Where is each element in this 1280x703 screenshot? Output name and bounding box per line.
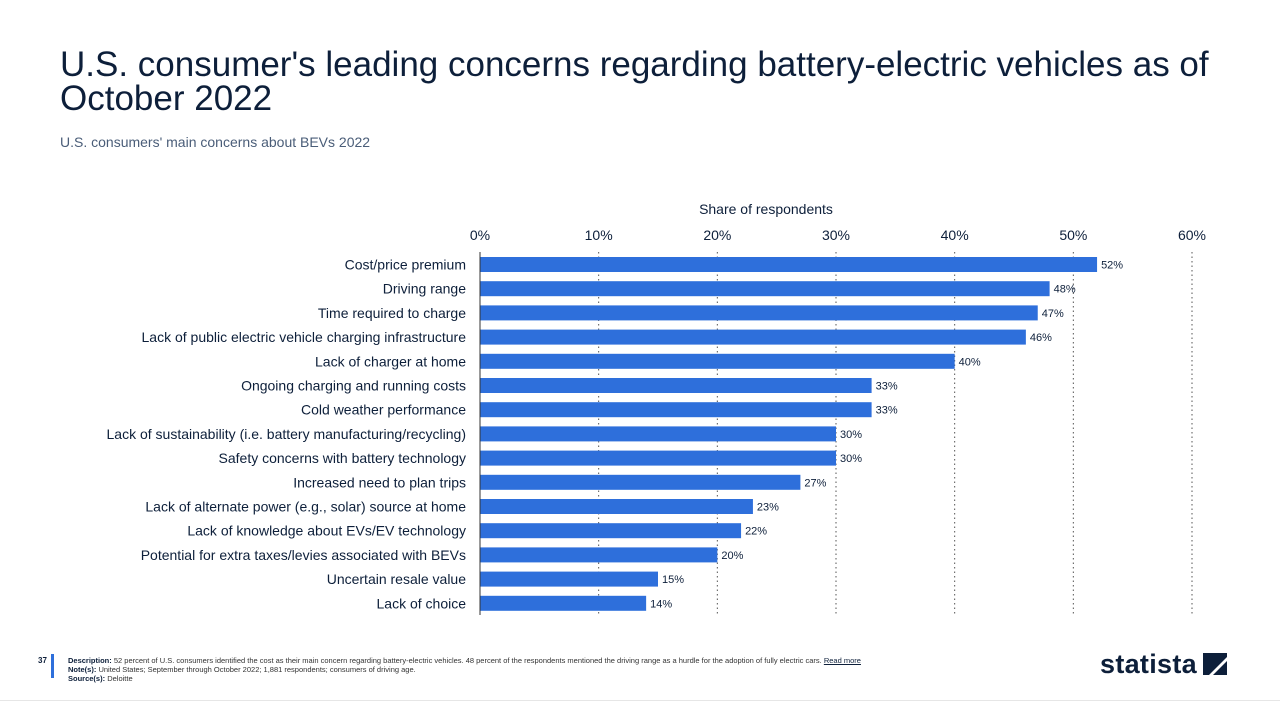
x-tick-label: 10% <box>585 227 613 243</box>
value-label: 22% <box>745 526 767 538</box>
value-label: 48% <box>1054 284 1076 296</box>
x-tick-label: 20% <box>703 227 731 243</box>
value-label: 27% <box>804 477 826 489</box>
source-label: Source(s): <box>68 674 106 683</box>
bar <box>480 402 872 418</box>
category-label: Lack of charger at home <box>315 353 466 369</box>
source-text: Deloitte <box>107 674 133 683</box>
description-label: Description: <box>68 656 112 665</box>
value-label: 15% <box>662 574 684 586</box>
footer-accent-bar <box>51 654 54 678</box>
category-label: Driving range <box>383 281 466 297</box>
value-label: 46% <box>1030 332 1052 344</box>
bar-chart: Share of respondents 0% 10% 20% 30% 40% 50% 60%… <box>107 201 1206 615</box>
page-number: 37 <box>38 656 47 665</box>
category-label: Potential for extra taxes/levies associa… <box>141 547 466 563</box>
value-label: 30% <box>840 429 862 441</box>
value-label: 52% <box>1101 260 1123 272</box>
bar <box>480 499 753 514</box>
value-label: 30% <box>840 453 862 465</box>
chart-title: U.S. consumer's leading concerns regardi… <box>60 45 1209 118</box>
value-label: 20% <box>721 550 743 562</box>
read-more-link[interactable]: Read more <box>823 656 861 665</box>
x-tick-label: 40% <box>941 227 969 243</box>
category-label: Lack of alternate power (e.g., solar) so… <box>145 499 466 515</box>
x-tick-label: 50% <box>1059 227 1087 243</box>
bar <box>480 329 1026 345</box>
bar <box>480 378 872 393</box>
category-label: Safety concerns with battery technology <box>219 450 466 466</box>
bar <box>480 571 658 587</box>
bar <box>480 281 1050 297</box>
notes-label: Note(s): <box>68 665 97 674</box>
footer-notes: Description: 52 percent of U.S. consumer… <box>68 656 1028 683</box>
logo-text: statista <box>1100 648 1197 679</box>
category-label: Increased need to plan trips <box>293 474 466 490</box>
bar <box>480 547 718 563</box>
statista-logo-icon <box>1202 653 1227 675</box>
description-text: 52 percent of U.S. consumers identified … <box>113 656 822 665</box>
bar <box>480 426 836 442</box>
value-label: 33% <box>876 405 898 417</box>
x-axis-title: Share of respondents <box>699 201 833 217</box>
bar <box>480 305 1038 321</box>
category-label: Cost/price premium <box>345 257 466 273</box>
value-label: 40% <box>959 356 981 368</box>
statista-logo[interactable]: statista <box>1100 648 1227 680</box>
value-label: 14% <box>650 598 672 610</box>
chart-subtitle: U.S. consumers' main concerns about BEVs… <box>60 134 371 150</box>
category-label: Cold weather performance <box>301 402 466 418</box>
bar <box>480 353 955 369</box>
bar <box>480 474 801 490</box>
category-label: Time required to charge <box>318 305 466 321</box>
bar <box>480 595 647 611</box>
category-label: Lack of knowledge about EVs/EV technolog… <box>187 523 466 539</box>
value-label: 23% <box>757 502 779 514</box>
x-tick-label: 30% <box>822 227 850 243</box>
bar <box>480 523 742 539</box>
notes-line: Note(s): United States; September throug… <box>68 665 1028 674</box>
bar <box>480 450 836 466</box>
category-label: Lack of choice <box>377 595 467 611</box>
category-label: Lack of public electric vehicle charging… <box>142 329 467 345</box>
x-tick-label: 0% <box>470 227 490 243</box>
value-label: 33% <box>876 381 898 393</box>
value-label: 47% <box>1042 308 1064 320</box>
x-tick-label: 60% <box>1178 227 1206 243</box>
category-label: Ongoing charging and running costs <box>241 378 466 394</box>
bottom-divider <box>0 700 1280 701</box>
source-line: Source(s): Deloitte <box>68 674 1028 683</box>
description-line: Description: 52 percent of U.S. consumer… <box>68 656 1028 665</box>
category-label: Uncertain resale value <box>327 571 467 587</box>
category-label: Lack of sustainability (i.e. battery man… <box>107 426 467 442</box>
bar <box>480 257 1098 272</box>
notes-text: United States; September through October… <box>98 665 416 674</box>
